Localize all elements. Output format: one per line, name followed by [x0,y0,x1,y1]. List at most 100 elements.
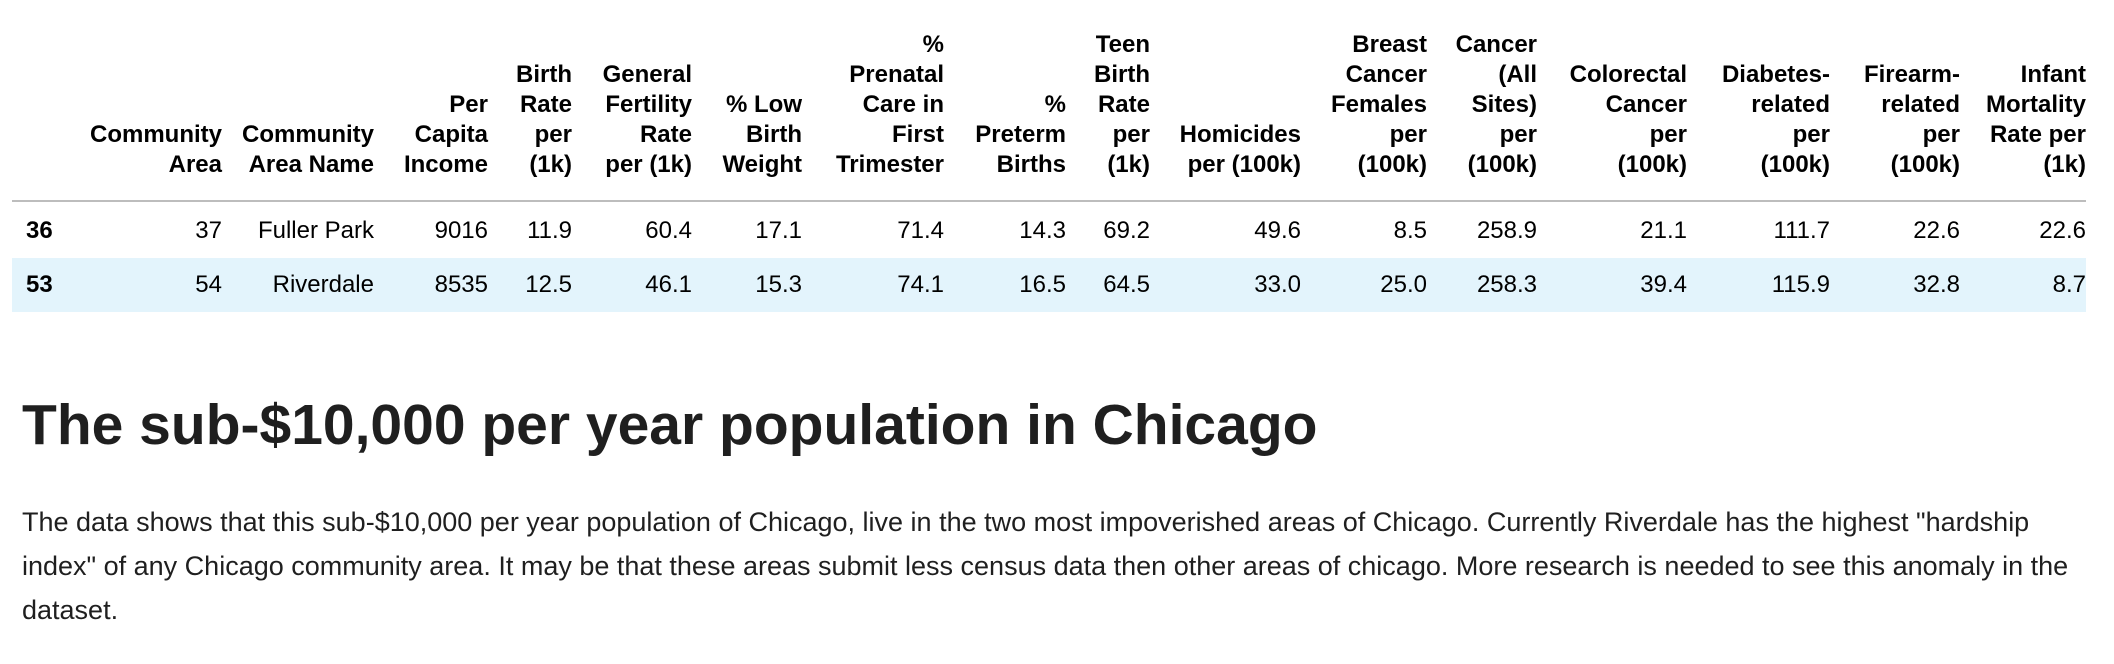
section-heading: The sub-$10,000 per year population in C… [22,393,1318,457]
dataframe-table: Community Area Community Area Name Per C… [12,30,2086,312]
row-index: 36 [26,217,53,244]
header-line: Females [1330,91,1427,118]
header-line: per (1k) [605,151,692,178]
header-line: Birth [516,61,572,88]
header-line: Trimester [835,151,944,178]
table-cell: 8.5 [1393,217,1427,244]
header-line: Fertility [605,91,692,118]
table-cell: 74.1 [802,258,944,312]
header-general-fertility-rate: General Fertility Rate per (1k) [572,30,692,202]
header-line: Rate [639,121,692,148]
header-line: Firearm- [1863,61,1960,88]
header-line: Cancer [1345,61,1427,88]
table-cell: 17.1 [755,217,802,244]
header-line: related [1751,91,1830,118]
table-cell: 54 [82,258,222,312]
table-cell: 12.5 [488,258,572,312]
header-line: Prenatal [849,61,944,88]
table-cell: 9016 [434,217,488,244]
header-line: (100k) [1357,151,1427,178]
header-line: (100k) [1760,151,1830,178]
header-line: (100k) [1617,151,1687,178]
header-line: Preterm [975,121,1066,148]
header-line: Diabetes- [1721,61,1830,88]
header-line: per [534,121,572,148]
header-line: Area [168,151,222,178]
header-breast-cancer: Breast Cancer Females per (100k) [1301,30,1427,202]
header-line: Mortality [1985,91,2086,118]
table-cell: 25.0 [1301,258,1427,312]
header-line: Births [996,151,1066,178]
table-cell: 32.8 [1830,258,1960,312]
table-row: 36 37 Fuller Park 9016 11.9 60.4 17.1 71… [12,201,2086,258]
table-cell: 258.3 [1427,258,1537,312]
table-cell: 22.6 [1913,217,1960,244]
header-prenatal-care: % Prenatal Care in First Trimester [802,30,944,202]
section-paragraph: The data shows that this sub-$10,000 per… [22,507,2069,625]
header-line: per [1792,121,1830,148]
header-line: Cancer [1455,31,1537,58]
header-line: Birth [1094,61,1150,88]
table-cell: 39.4 [1537,258,1687,312]
header-line: related [1881,91,1960,118]
table-cell: 21.1 [1640,217,1687,244]
header-line: per [1112,121,1150,148]
header-line: Teen [1095,31,1150,58]
table-cell: 16.5 [944,258,1066,312]
table-cell: 22.6 [2039,217,2086,244]
header-line: Care in [862,91,944,118]
header-line: Infant [2020,61,2086,88]
table-cell: 69.2 [1103,217,1150,244]
header-line: per [1389,121,1427,148]
table-cell: 15.3 [692,258,802,312]
header-index [12,30,82,202]
header-line: per (100k) [1187,151,1301,178]
table-cell: Riverdale [222,258,374,312]
header-diabetes-related: Diabetes- related per (100k) [1687,30,1830,202]
table-cell: 60.4 [645,217,692,244]
header-line: % [922,31,944,58]
header-colorectal-cancer: Colorectal Cancer per (100k) [1537,30,1687,202]
header-per-capita-income: Per Capita Income [374,30,488,202]
header-teen-birth-rate: Teen Birth Rate per (1k) [1066,30,1150,202]
table-cell: 115.9 [1687,258,1830,312]
table-cell: 14.3 [1019,217,1066,244]
header-line: Colorectal [1569,61,1687,88]
table-cell: 49.6 [1254,217,1301,244]
header-line: (100k) [1890,151,1960,178]
header-line: Community [90,121,222,148]
header-line: % [1044,91,1066,118]
header-homicides: Homicides per (100k) [1150,30,1301,202]
header-line: Rate per [1989,121,2086,148]
header-line: per [1922,121,1960,148]
table-cell: 258.9 [1476,217,1537,244]
table-header-row: Community Area Community Area Name Per C… [12,30,2086,202]
header-low-birth-weight: % Low Birth Weight [692,30,802,202]
header-line: Income [403,151,488,178]
header-line: Birth [746,121,802,148]
table-row: 53 54 Riverdale 8535 12.5 46.1 15.3 74.1… [12,258,2086,312]
header-line: Rate [1097,91,1150,118]
header-line: (1k) [2043,151,2086,178]
header-line: % Low [726,91,802,118]
header-line: (All [1498,61,1537,88]
header-line: Rate [519,91,572,118]
header-preterm-births: % Preterm Births [944,30,1066,202]
header-line: (100k) [1467,151,1537,178]
table-cell: Fuller Park [257,217,374,244]
header-line: Community [242,121,374,148]
table-cell: 71.4 [897,217,944,244]
header-line: Sites) [1471,91,1537,118]
header-line: Area Name [248,151,374,178]
header-line: General [602,61,692,88]
header-line: First [891,121,944,148]
header-line: (1k) [529,151,572,178]
header-line: per [1649,121,1687,148]
header-community-area-name: Community Area Name [222,30,374,202]
table-cell: 33.0 [1150,258,1301,312]
table-cell: 111.7 [1773,217,1831,244]
table-cell: 64.5 [1066,258,1150,312]
header-line: (1k) [1107,151,1150,178]
header-infant-mortality-rate: Infant Mortality Rate per (1k) [1960,30,2086,202]
